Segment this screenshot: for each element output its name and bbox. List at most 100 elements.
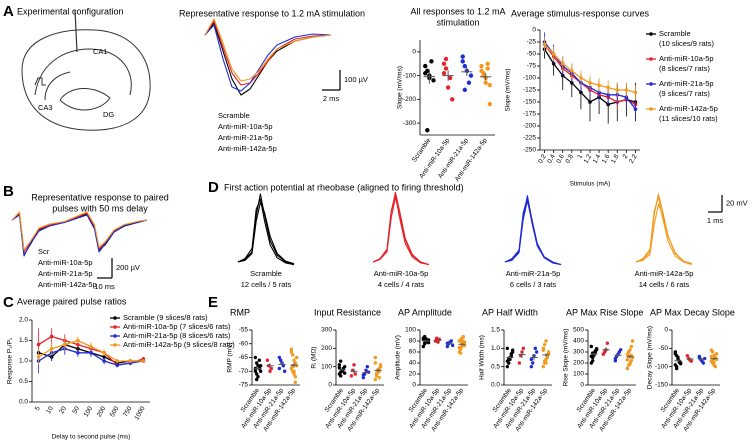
data-point xyxy=(292,358,296,362)
trace xyxy=(204,24,332,92)
data-point xyxy=(294,355,299,360)
data-point xyxy=(633,90,638,95)
chart-title: Representative response to paired xyxy=(31,192,169,202)
data-point xyxy=(533,346,538,351)
legend-label: Anti-miR-10a-5p (7 slices/6 rats) xyxy=(123,322,231,331)
trace xyxy=(504,200,562,266)
x-tick-label: 1.2 xyxy=(583,153,594,165)
x-tick-label: 1.8 xyxy=(610,153,621,165)
y-axis-label: Response P₂/P₁ xyxy=(7,337,14,384)
data-point xyxy=(685,353,690,358)
data-point xyxy=(352,363,356,367)
data-point xyxy=(542,42,547,47)
y-tick-label: -250 xyxy=(523,147,536,154)
data-point xyxy=(462,63,468,69)
trace xyxy=(237,193,295,266)
data-point xyxy=(551,52,556,56)
legend-label: (10 slices/9 rats) xyxy=(659,39,715,48)
group-label: Anti-miR-10a-5p xyxy=(374,269,429,278)
data-point xyxy=(441,61,447,66)
x-tick-label: 20 xyxy=(58,405,68,415)
chart-title: Average paired pulse ratios xyxy=(17,296,127,306)
data-point xyxy=(542,342,547,347)
y-tick-label: -55 xyxy=(239,327,249,334)
data-point xyxy=(102,359,106,363)
trace xyxy=(204,18,332,82)
data-point xyxy=(466,80,472,85)
y-axis-label: Half Width (ms) xyxy=(479,335,486,380)
y-tick-label: -75 xyxy=(527,63,537,70)
data-point xyxy=(534,350,539,354)
data-point xyxy=(605,341,610,345)
data-point xyxy=(628,348,632,352)
data-point xyxy=(570,69,574,73)
data-point xyxy=(479,68,484,74)
panel-letter: D xyxy=(208,179,219,196)
y-axis-label: Rise Slope (mV/ms) xyxy=(563,329,570,387)
x-axis-label: Delay to second pulse (ms) xyxy=(52,434,131,441)
data-point xyxy=(378,364,383,369)
data-point xyxy=(426,340,431,345)
data-point xyxy=(292,369,296,373)
data-point xyxy=(257,358,262,362)
legend-marker xyxy=(649,32,653,36)
data-point xyxy=(62,342,67,347)
x-tick-label: 1.4 xyxy=(592,153,603,165)
data-point xyxy=(445,85,451,90)
data-point xyxy=(292,372,296,376)
data-point xyxy=(256,375,260,379)
scale-label: 100 µV xyxy=(344,75,368,84)
y-tick-label: -60 xyxy=(239,340,249,347)
data-point xyxy=(529,357,534,362)
data-point xyxy=(689,359,694,363)
data-point xyxy=(76,342,80,347)
data-point xyxy=(449,339,454,343)
y-tick-label: 80 xyxy=(409,338,417,345)
data-point xyxy=(544,339,548,343)
y-tick-label: 1.0 xyxy=(19,358,28,365)
data-point xyxy=(713,364,718,369)
trace xyxy=(204,20,332,86)
y-tick-label: 0 xyxy=(328,382,332,389)
data-point xyxy=(128,359,133,363)
data-point xyxy=(423,63,428,69)
legend-marker xyxy=(113,325,117,329)
scale-label: 20 mV xyxy=(726,198,748,207)
legend-label: Anti-miR-10a-5p xyxy=(659,54,714,63)
trace xyxy=(504,197,562,266)
scale-label: 2 ms xyxy=(323,94,340,103)
y-tick-label: 1.5 xyxy=(19,337,28,344)
chart-title: stimulation xyxy=(436,17,479,27)
y-tick-label: 40 xyxy=(409,360,417,367)
data-point xyxy=(445,344,450,349)
legend-label: (8 slices/7 rats) xyxy=(659,64,710,73)
x-tick-label: 50 xyxy=(71,405,81,415)
data-point xyxy=(447,75,453,81)
chart-title: AP Max Rise Slope xyxy=(566,307,643,317)
legend-label: Anti-miR-142a-5p xyxy=(659,104,718,113)
x-tick-label: 750 xyxy=(122,405,134,418)
chart-title: Representative response to 1.2 mA stimul… xyxy=(179,8,365,18)
data-point xyxy=(588,81,592,85)
data-point xyxy=(629,344,634,349)
data-point xyxy=(712,360,716,364)
legend-label: Anti-miR-21a-5p xyxy=(218,133,273,142)
group-label: 4 cells / 4 rats xyxy=(378,280,425,289)
data-point xyxy=(338,374,343,378)
data-point xyxy=(676,355,680,360)
data-point xyxy=(265,358,270,362)
data-point xyxy=(443,56,449,62)
y-tick-label: 0 xyxy=(580,382,584,389)
y-tick-label: 0.0 xyxy=(19,399,28,406)
data-point xyxy=(441,71,447,76)
chart-title: AP Half Width xyxy=(482,307,538,317)
data-point xyxy=(457,345,462,350)
data-point xyxy=(618,348,623,352)
y-axis-label: Rᵢ (MΩ) xyxy=(311,346,318,368)
data-point xyxy=(461,339,466,344)
trace xyxy=(372,191,430,266)
data-point xyxy=(277,355,282,360)
data-point xyxy=(342,364,347,369)
legend-marker xyxy=(649,107,653,111)
data-point xyxy=(505,364,510,369)
